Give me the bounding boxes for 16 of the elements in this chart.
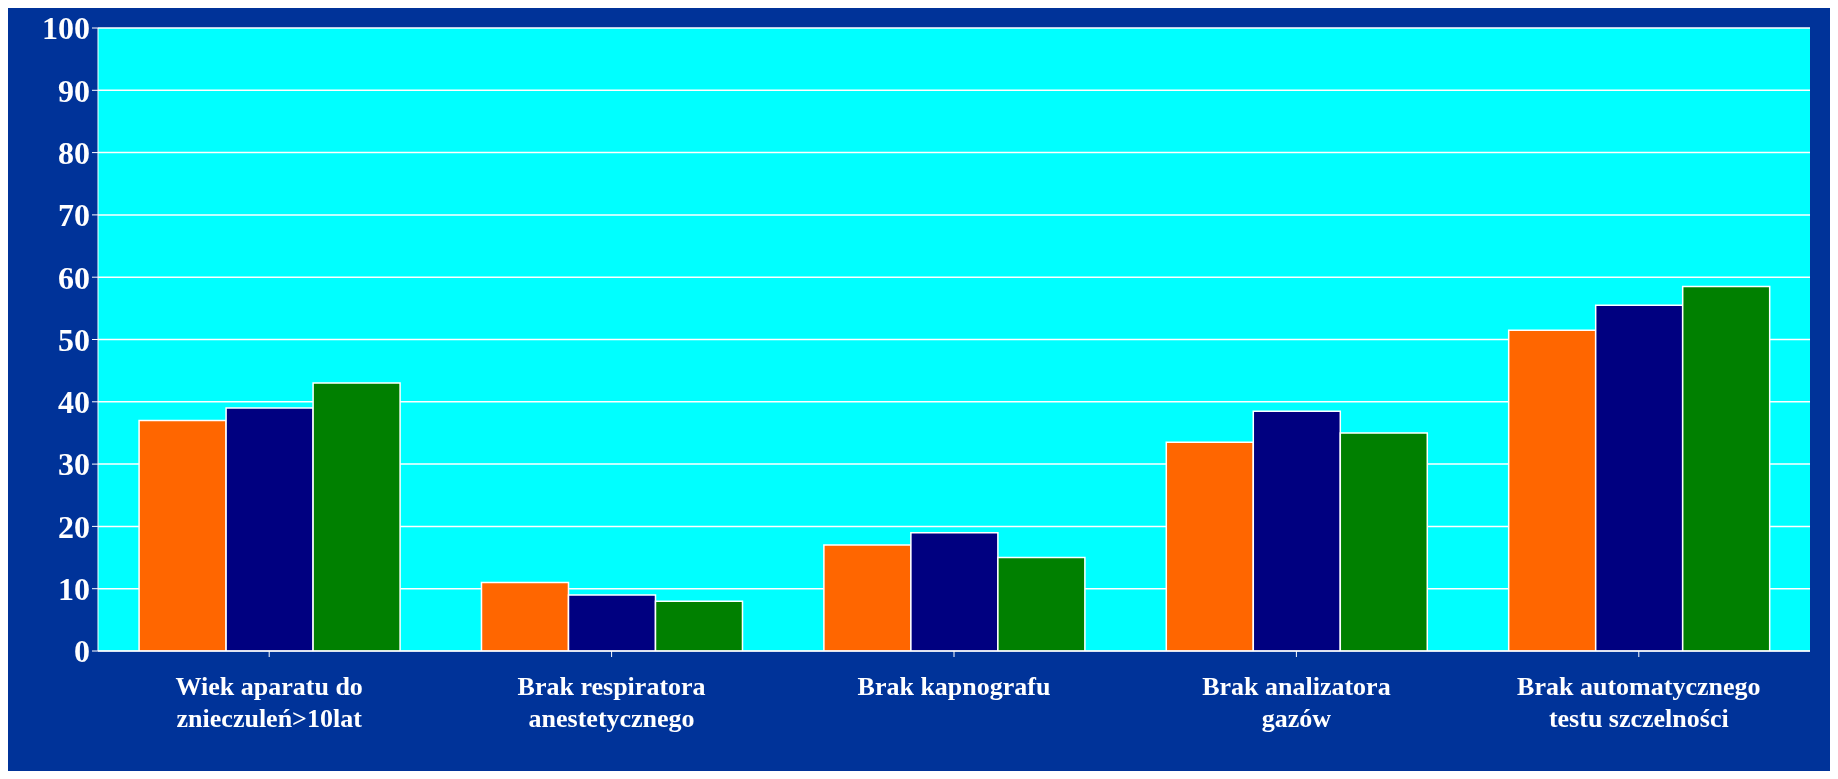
x-tick-label: Brak respiratora anestetycznego (517, 672, 706, 733)
x-tick-label: Brak automatycznego testu szczelności (1517, 672, 1761, 733)
y-tick-label: 0 (74, 633, 90, 670)
y-tick-label: 100 (42, 10, 90, 47)
y-tick-label: 20 (58, 508, 90, 545)
y-tick-label: 90 (58, 72, 90, 109)
x-tick-label: Wiek aparatu do znieczuleń>10lat (175, 672, 363, 733)
y-tick-label: 10 (58, 571, 90, 608)
y-tick-label: 30 (58, 446, 90, 483)
x-tick-label: Brak analizatora gazów (1202, 672, 1391, 733)
x-tick-label: Brak kapnografu (857, 672, 1051, 701)
y-tick-label: 50 (58, 321, 90, 358)
y-tick-label: 60 (58, 259, 90, 296)
y-tick-label: 70 (58, 197, 90, 234)
y-tick-label: 80 (58, 134, 90, 171)
y-tick-label: 40 (58, 384, 90, 421)
